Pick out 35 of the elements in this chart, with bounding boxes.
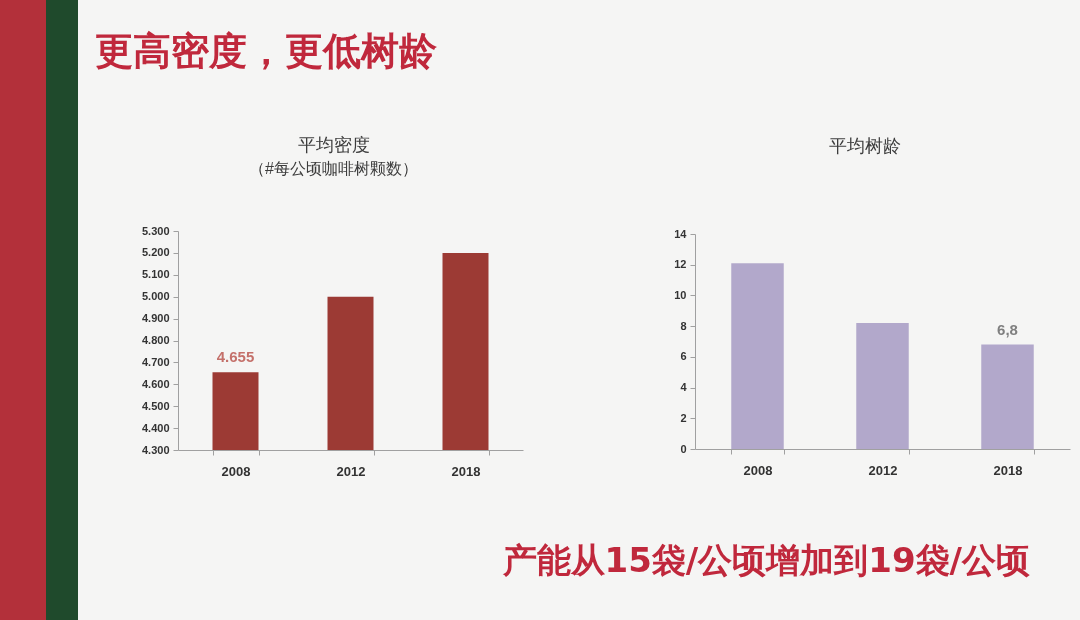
y-tick-label: 14 bbox=[674, 227, 688, 240]
y-tick-label: 6 bbox=[680, 350, 687, 363]
y-tick-label: 4.400 bbox=[141, 421, 170, 434]
y-tick-label: 5.200 bbox=[141, 246, 170, 259]
y-tick-label: 5.100 bbox=[141, 268, 170, 281]
text: 产能从15袋/公顷增加到19袋/公顷 bbox=[502, 539, 1030, 582]
y-tick-label: 4.300 bbox=[141, 443, 170, 456]
x-tick-label: 2018 bbox=[451, 463, 481, 479]
y-tick-label: 8 bbox=[680, 319, 687, 332]
x-tick-label: 2008 bbox=[221, 463, 251, 479]
text: 更高密度，更低树龄 bbox=[95, 28, 437, 75]
x-tick-label: 2012 bbox=[868, 462, 898, 478]
y-tick-label: 4 bbox=[680, 381, 688, 394]
x-tick-label: 2008 bbox=[743, 462, 773, 478]
y-tick-label: 0 bbox=[680, 442, 687, 455]
y-tick-label: 5.300 bbox=[141, 224, 170, 237]
chart-title: 平均密度 bbox=[297, 135, 370, 155]
chart-subtitle: （#每公顷咖啡树颗数） bbox=[249, 160, 418, 177]
bar bbox=[731, 263, 784, 449]
x-tick-label: 2012 bbox=[336, 463, 366, 479]
y-tick-label: 5.000 bbox=[141, 290, 170, 303]
data-label: 4.655 bbox=[216, 348, 255, 366]
bar bbox=[856, 323, 909, 449]
y-tick-label: 4.500 bbox=[141, 399, 170, 412]
y-tick-label: 4.800 bbox=[141, 334, 170, 346]
y-tick-label: 4.600 bbox=[141, 377, 170, 390]
data-label: 6,8 bbox=[997, 320, 1018, 338]
x-tick-label: 2018 bbox=[993, 462, 1023, 478]
y-tick-label: 2 bbox=[680, 411, 687, 424]
y-tick-label: 12 bbox=[674, 258, 687, 271]
y-tick-label: 4.900 bbox=[141, 312, 170, 325]
y-tick-label: 10 bbox=[674, 288, 687, 301]
chart-title: 平均树龄 bbox=[828, 136, 901, 156]
bar bbox=[981, 344, 1034, 449]
y-tick-label: 4.700 bbox=[141, 355, 170, 368]
